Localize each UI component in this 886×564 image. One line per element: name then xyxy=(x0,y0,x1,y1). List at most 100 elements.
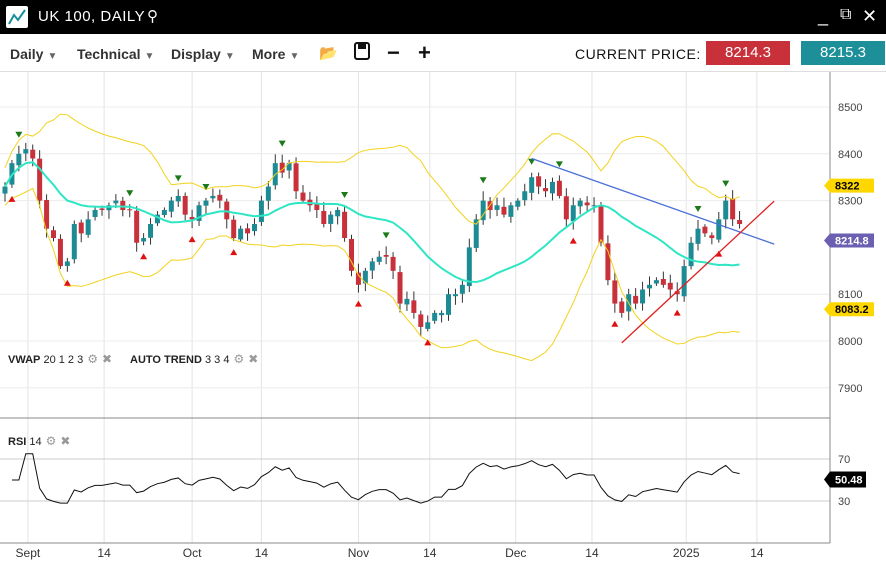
search-icon[interactable]: ⚲ xyxy=(147,8,158,25)
rsi-tick-label: 70 xyxy=(838,454,850,466)
menu-label: Technical xyxy=(77,46,141,62)
fractal-low-marker xyxy=(140,253,148,260)
price-label-value: 8083.2 xyxy=(835,304,869,316)
candle-body xyxy=(328,214,334,224)
fractal-high-marker xyxy=(382,232,390,239)
candle-body xyxy=(543,188,549,192)
candle-body xyxy=(425,322,431,329)
save-icon[interactable] xyxy=(354,42,370,65)
rsi-line xyxy=(11,453,740,504)
candle-body xyxy=(258,200,264,223)
candle-body xyxy=(16,153,22,166)
caret-down-icon: ▼ xyxy=(47,51,58,62)
gear-icon[interactable]: ⚙ xyxy=(45,434,57,448)
menu-daily[interactable]: Daily ▼ xyxy=(10,46,57,62)
price-label-value: 8322 xyxy=(835,181,859,193)
candle-body xyxy=(695,228,701,244)
menu-technical[interactable]: Technical ▼ xyxy=(77,46,154,62)
detach-icon[interactable]: ⧉ xyxy=(840,6,852,23)
menu-display[interactable]: Display ▼ xyxy=(171,46,235,62)
fractal-low-marker xyxy=(63,279,71,286)
vwap-line xyxy=(4,161,740,284)
candle-body xyxy=(265,186,271,201)
candle-body xyxy=(702,226,708,234)
candle-body xyxy=(404,298,410,305)
candle-body xyxy=(432,312,438,321)
menu-label: More xyxy=(252,46,286,62)
candle-body xyxy=(106,205,112,211)
candle-body xyxy=(397,272,403,304)
ask-price-button[interactable]: 8215.3 xyxy=(801,41,885,65)
ask-price: 8215.3 xyxy=(820,44,866,61)
candle-body xyxy=(189,216,195,220)
candle-body xyxy=(362,270,368,284)
candle-body xyxy=(182,195,188,215)
candle-body xyxy=(570,205,576,222)
price-chart[interactable]: 8500 8400 8300 8100 8000 7900 70 30 Sept 14 Oct 14 N… xyxy=(0,72,886,564)
fractal-high-marker xyxy=(722,180,730,187)
candle-body xyxy=(730,198,736,220)
close-icon[interactable]: ✕ xyxy=(862,6,878,26)
candle-body xyxy=(737,220,743,224)
candle-body xyxy=(369,261,375,271)
zoom-out-icon[interactable]: − xyxy=(387,40,400,65)
candle-body xyxy=(293,163,299,192)
candle-body xyxy=(349,238,354,271)
fractal-low-marker xyxy=(188,236,196,243)
candle-body xyxy=(355,272,361,285)
fractal-high-marker xyxy=(555,161,563,168)
candle-body xyxy=(640,289,646,304)
candle-body xyxy=(251,224,257,232)
fractal-low-marker xyxy=(673,309,681,316)
candle-body xyxy=(37,158,43,201)
open-folder-icon[interactable]: 📂 xyxy=(319,45,338,62)
gear-icon[interactable]: ⚙ xyxy=(233,352,245,366)
candle-body xyxy=(501,206,507,215)
x-tick-label: 14 xyxy=(585,546,599,560)
menu-more[interactable]: More ▼ xyxy=(252,46,299,62)
x-tick-label: Sept xyxy=(16,546,41,560)
menu-label: Display xyxy=(171,46,221,62)
x-tick-label: 14 xyxy=(750,546,764,560)
candle-body xyxy=(321,210,327,224)
gear-icon[interactable]: ⚙ xyxy=(87,352,98,366)
x-tick-label: Nov xyxy=(348,546,369,560)
fractal-high-marker xyxy=(15,131,23,138)
rsi-value: 50.48 xyxy=(835,474,863,486)
zoom-in-icon[interactable]: + xyxy=(418,40,431,65)
auto-trend-legend: AUTO TREND 3 3 4 ⚙ ✖ xyxy=(130,352,258,366)
candle-body xyxy=(549,181,555,194)
fractal-high-marker xyxy=(479,177,487,184)
vwap-name: VWAP xyxy=(8,354,41,366)
candle-body xyxy=(612,280,618,304)
candle-body xyxy=(522,191,528,201)
candle-body xyxy=(30,149,36,159)
candle-body xyxy=(78,222,84,234)
candle-body xyxy=(716,219,722,240)
price-label-tag xyxy=(824,302,874,317)
price-label-tag xyxy=(824,178,874,193)
candle-body xyxy=(23,149,29,154)
close-icon[interactable]: ✖ xyxy=(248,352,259,366)
candle-body xyxy=(418,314,424,327)
candle-body xyxy=(168,200,174,212)
candle-body xyxy=(286,163,292,171)
close-icon[interactable]: ✖ xyxy=(102,352,113,366)
candle-body xyxy=(342,211,348,239)
bid-price-button[interactable]: 8214.3 xyxy=(706,41,790,65)
auto-trend-params: 3 3 4 xyxy=(204,354,230,366)
trend-line xyxy=(621,200,775,344)
close-icon[interactable]: ✖ xyxy=(60,434,71,448)
lower-band-line xyxy=(4,187,740,362)
price-label-value: 8214.8 xyxy=(835,235,869,247)
price-label-tag xyxy=(824,233,874,248)
candle-body xyxy=(92,209,98,218)
candle-body xyxy=(674,291,680,295)
candle-body xyxy=(217,194,223,201)
candle-body xyxy=(605,243,611,281)
candle-body xyxy=(314,203,320,210)
candle-body xyxy=(633,295,639,304)
candle-body xyxy=(660,278,666,285)
fractal-high-marker xyxy=(202,183,210,190)
minimize-icon[interactable]: _ xyxy=(818,6,829,26)
